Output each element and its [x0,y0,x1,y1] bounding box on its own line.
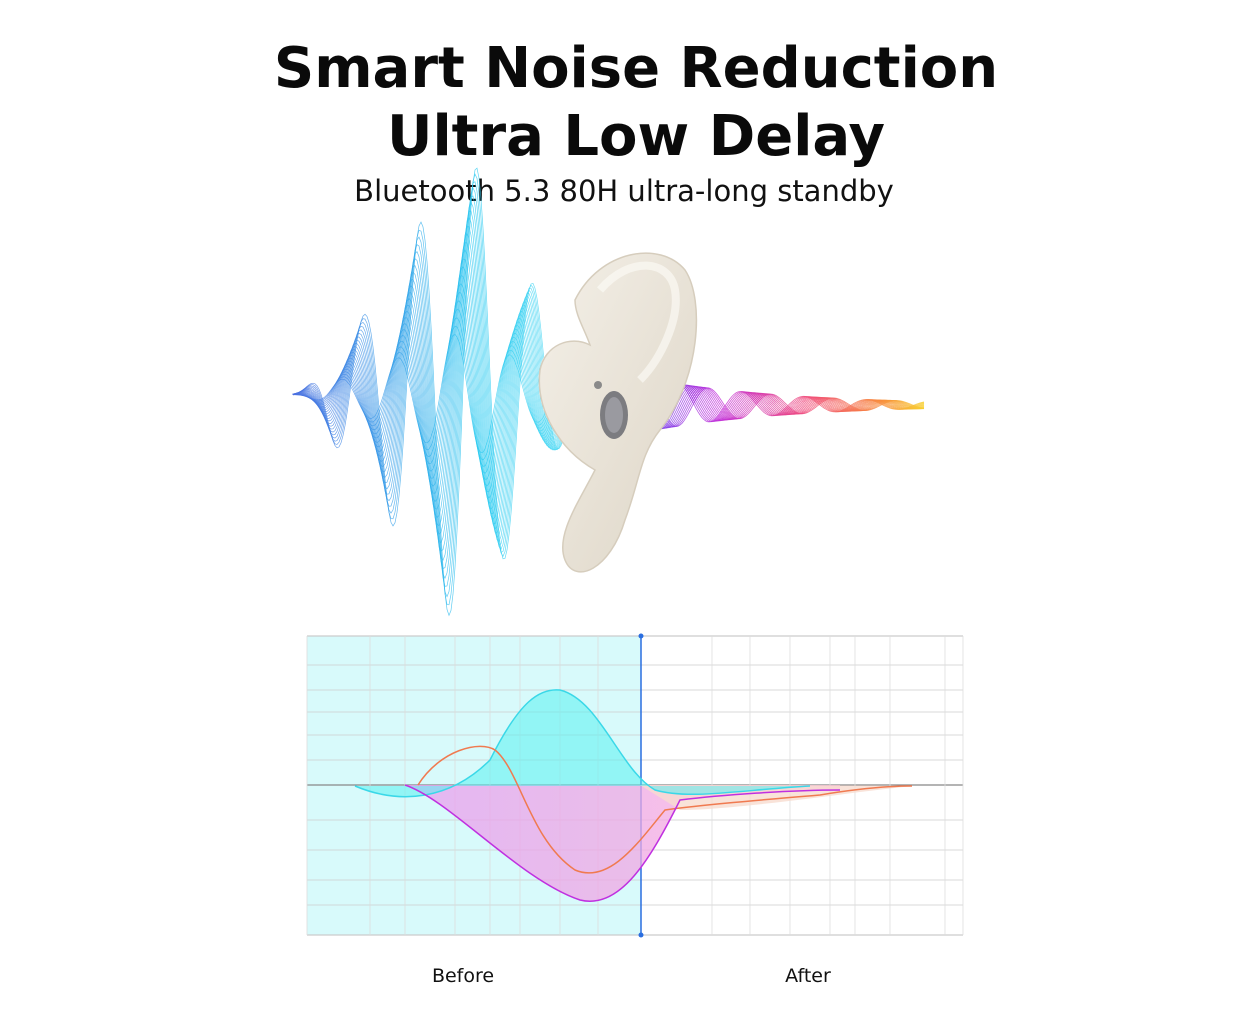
title-line: Smart Noise Reduction [274,36,998,101]
title-line: Ultra Low Delay [387,104,885,169]
divider-end [638,633,644,639]
color-wave [629,377,925,428]
blue-wave [292,292,600,487]
color-wave [629,377,925,427]
blue-wave [292,308,600,474]
before-label: Before [432,965,494,987]
blue-wave [292,186,600,587]
blue-wave [292,249,599,519]
blue-wave [292,258,599,510]
subtitle: Bluetooth 5.3 80H ultra-long standby [354,174,894,208]
sound-waves [292,167,925,617]
after-fill [405,785,840,902]
blue-wave [292,210,600,561]
curve-magenta [404,784,841,903]
color-wave [629,377,925,428]
blue-wave [292,300,600,480]
blue-wave [292,201,600,569]
blue-wave [292,242,599,527]
color-wave [629,376,925,428]
color-wave [629,376,925,429]
comparison-graph [306,633,964,938]
curve-orange [417,745,913,874]
divider-end [638,932,644,938]
color-wave [629,375,925,429]
curve-cyan [354,689,811,798]
earbud [538,252,698,573]
after-label: After [785,965,831,987]
color-wave [629,375,925,429]
